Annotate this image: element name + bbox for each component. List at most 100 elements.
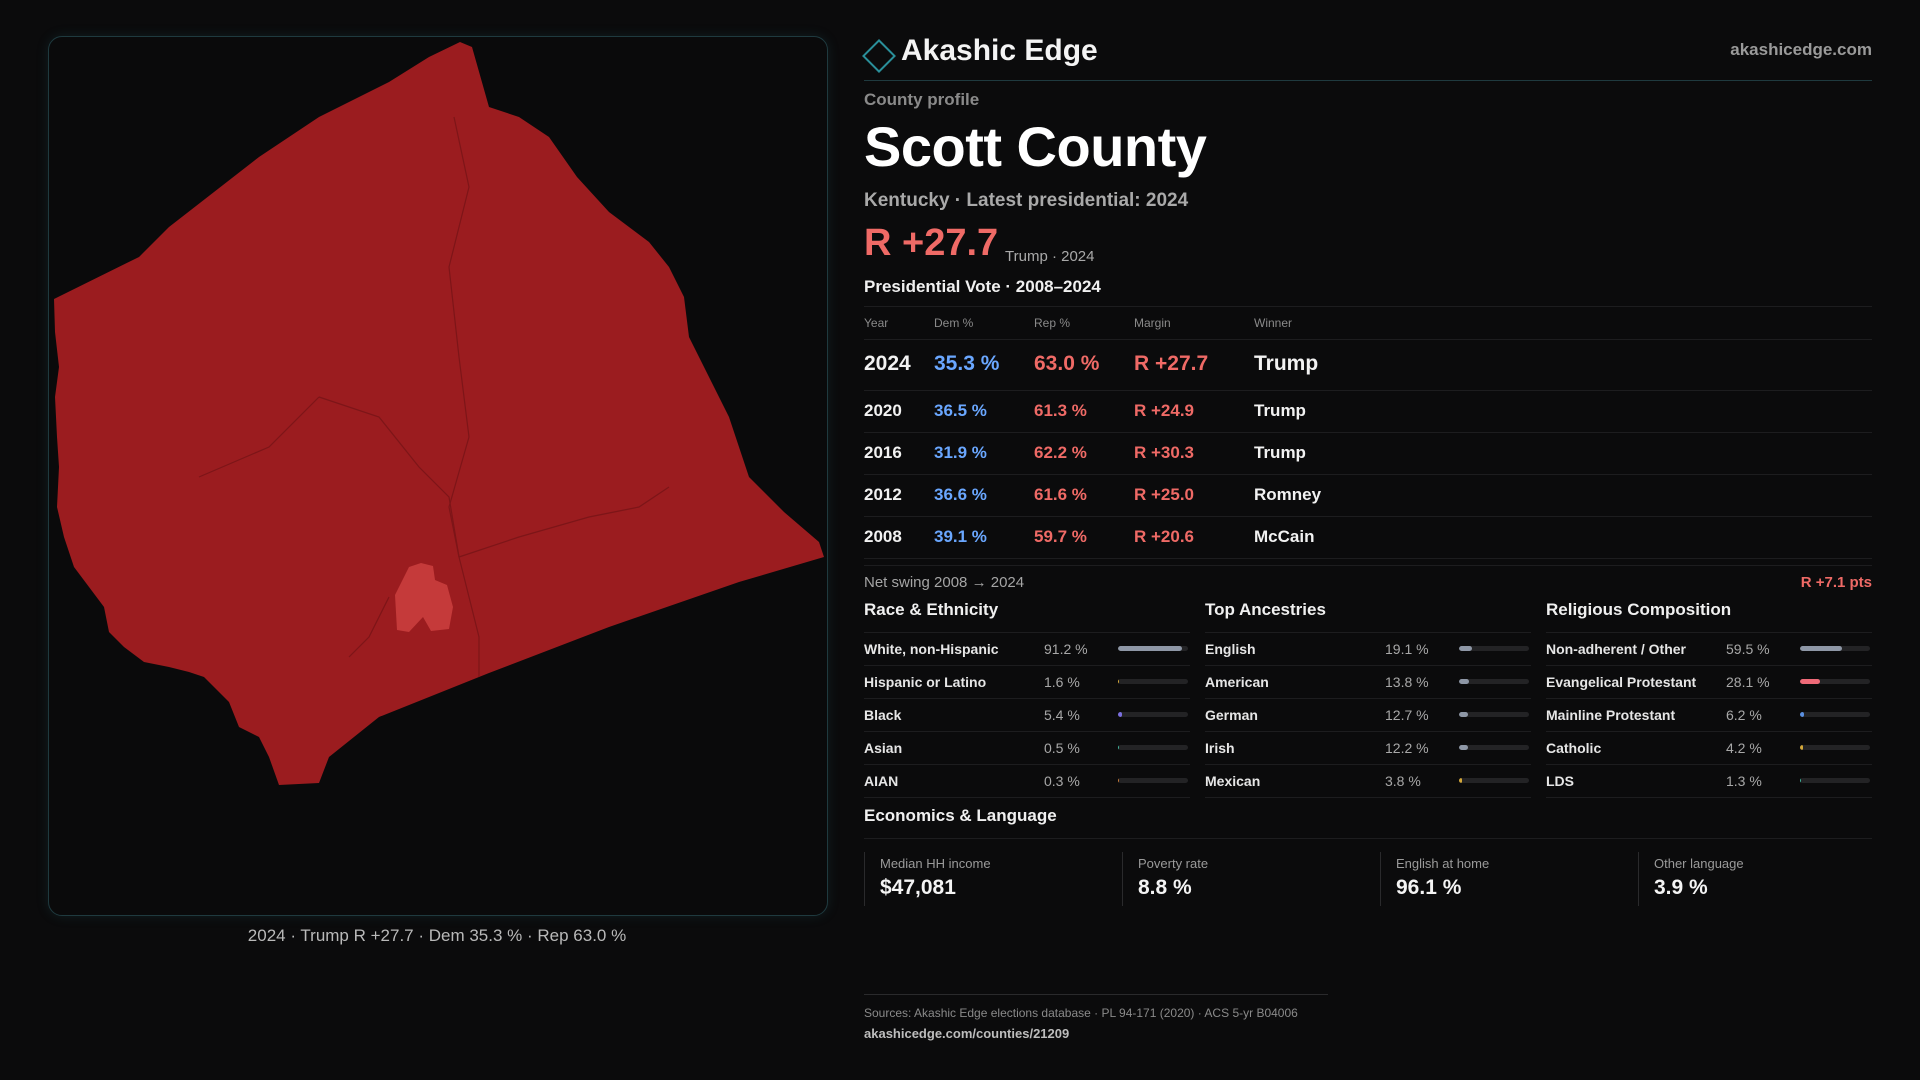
row-year: 2020 <box>864 401 902 420</box>
map-caption: 2024 · Trump R +27.7 · Dem 35.3 % · Rep … <box>247 926 627 945</box>
demo-label: Asian <box>864 740 903 756</box>
demo-percent: 1.3 % <box>1726 773 1762 789</box>
demo-percent: 13.8 % <box>1385 674 1429 690</box>
econ-value: 96.1 % <box>1396 876 1462 899</box>
race-ethnicity-panel: Race & Ethnicity White, non-Hispanic 91.2… <box>864 600 1190 798</box>
row-rep: 59.7 % <box>1034 527 1087 546</box>
list-item: Mexican 3.8 % <box>1205 765 1531 798</box>
demo-label: Mainline Protestant <box>1546 707 1676 723</box>
ancestries-panel: Top Ancestries English 19.1 % American 13.8… <box>1205 600 1531 798</box>
brand-name: Akashic Edge <box>901 34 1098 67</box>
demo-bar-fill <box>1800 712 1805 717</box>
row-margin: R +27.7 <box>1134 352 1209 375</box>
econ-stat-english: English at home 96.1 % <box>1380 852 1621 906</box>
demo-bar-track <box>1118 778 1188 783</box>
demo-bar-fill <box>1459 646 1473 651</box>
econ-value: $47,081 <box>880 876 956 899</box>
county-subline: Kentucky · Latest presidential: 2024 <box>864 190 1189 211</box>
table-row: 2008 39.1 % 59.7 % R +20.6 McCain <box>864 517 1872 559</box>
list-item: Asian 0.5 % <box>864 732 1190 765</box>
demo-bar-track <box>1800 712 1870 717</box>
demo-bar-track <box>1118 679 1188 684</box>
demo-bar-fill <box>1118 646 1182 651</box>
economics-title: Economics & Language <box>864 806 1872 839</box>
demo-bar-fill <box>1800 679 1820 684</box>
vote-table-header: Year Dem % Rep % Margin Winner <box>864 307 1872 340</box>
list-item: White, non-Hispanic 91.2 % <box>864 633 1190 666</box>
demo-percent: 59.5 % <box>1726 641 1770 657</box>
demo-label: Irish <box>1205 740 1235 756</box>
demo-bar-fill <box>1459 712 1468 717</box>
header-year: Year <box>864 316 889 330</box>
demo-label: Catholic <box>1546 740 1602 756</box>
list-item: AIAN 0.3 % <box>864 765 1190 798</box>
demo-label: Black <box>864 707 902 723</box>
latest-margin-note: Trump · 2024 <box>1005 248 1095 265</box>
sources-footer: Sources: Akashic Edge elections database… <box>864 994 1328 1041</box>
net-swing-label: Net swing 2008 → 2024 <box>864 574 1025 591</box>
row-rep: 63.0 % <box>1034 352 1100 375</box>
row-dem: 36.5 % <box>934 401 987 420</box>
demo-label: White, non-Hispanic <box>864 641 999 657</box>
row-margin: R +25.0 <box>1134 485 1195 504</box>
row-dem: 31.9 % <box>934 443 987 462</box>
vote-table-title: Presidential Vote · 2008–2024 <box>864 277 1101 296</box>
list-item: Hispanic or Latino 1.6 % <box>864 666 1190 699</box>
list-item: Non-adherent / Other 59.5 % <box>1546 633 1872 666</box>
demo-bar-fill <box>1118 778 1120 783</box>
header-margin: Margin <box>1134 316 1171 330</box>
table-row: 2020 36.5 % 61.3 % R +24.9 Trump <box>864 391 1872 433</box>
demo-percent: 0.5 % <box>1044 740 1080 756</box>
demo-bar-track <box>1800 679 1870 684</box>
list-item: Irish 12.2 % <box>1205 732 1531 765</box>
net-swing-row: Net swing 2008 → 2024 R +7.1 pts <box>864 565 1872 596</box>
econ-label: Other language <box>1654 856 1744 871</box>
demo-bar-fill <box>1118 679 1120 684</box>
demo-percent: 91.2 % <box>1044 641 1088 657</box>
demo-bar-track <box>1800 646 1870 651</box>
list-item: Black 5.4 % <box>864 699 1190 732</box>
ancestries-title: Top Ancestries <box>1205 600 1531 633</box>
county-map-panel <box>48 36 828 916</box>
precinct-lines <box>198 116 670 677</box>
econ-value: 8.8 % <box>1138 876 1192 899</box>
econ-label: English at home <box>1396 856 1490 871</box>
demo-bar-fill <box>1459 679 1469 684</box>
demo-bar-track <box>1800 778 1870 783</box>
demo-label: Mexican <box>1205 773 1261 789</box>
demo-bar-fill <box>1800 778 1802 783</box>
demo-label: Hispanic or Latino <box>864 674 987 690</box>
list-item: LDS 1.3 % <box>1546 765 1872 798</box>
list-item: German 12.7 % <box>1205 699 1531 732</box>
table-row: 2012 36.6 % 61.6 % R +25.0 Romney <box>864 475 1872 517</box>
list-item: Catholic 4.2 % <box>1546 732 1872 765</box>
county-url-link[interactable]: akashicedge.com/counties/21209 <box>864 1026 1070 1041</box>
page-title: Scott County <box>864 115 1207 178</box>
econ-stat-other-language: Other language 3.9 % <box>1638 852 1879 906</box>
demo-percent: 1.6 % <box>1044 674 1080 690</box>
demo-bar-track <box>1118 712 1188 717</box>
list-item: American 13.8 % <box>1205 666 1531 699</box>
vote-table: Year Dem % Rep % Margin Winner 2024 35.3… <box>864 306 1872 559</box>
demo-bar-track <box>1118 745 1188 750</box>
brand-url-link[interactable]: akashicedge.com <box>1730 40 1872 59</box>
demo-percent: 19.1 % <box>1385 641 1429 657</box>
city-shape <box>395 563 453 632</box>
demo-label: AIAN <box>864 773 899 789</box>
row-margin: R +24.9 <box>1134 401 1195 420</box>
demo-bar-track <box>1459 745 1529 750</box>
header-rep: Rep % <box>1034 316 1071 330</box>
demo-bar-track <box>1459 679 1529 684</box>
latest-margin: R +27.7 <box>864 222 999 264</box>
row-rep: 61.6 % <box>1034 485 1087 504</box>
demo-bar-track <box>1800 745 1870 750</box>
demo-bar-fill <box>1459 778 1462 783</box>
demo-percent: 4.2 % <box>1726 740 1762 756</box>
row-winner: Trump <box>1254 443 1306 462</box>
header-dem: Dem % <box>934 316 974 330</box>
demo-bar-fill <box>1800 646 1842 651</box>
profile-label: County profile <box>864 90 980 109</box>
demo-bar-fill <box>1118 712 1122 717</box>
row-winner: Romney <box>1254 485 1322 504</box>
row-winner: Trump <box>1254 401 1306 420</box>
